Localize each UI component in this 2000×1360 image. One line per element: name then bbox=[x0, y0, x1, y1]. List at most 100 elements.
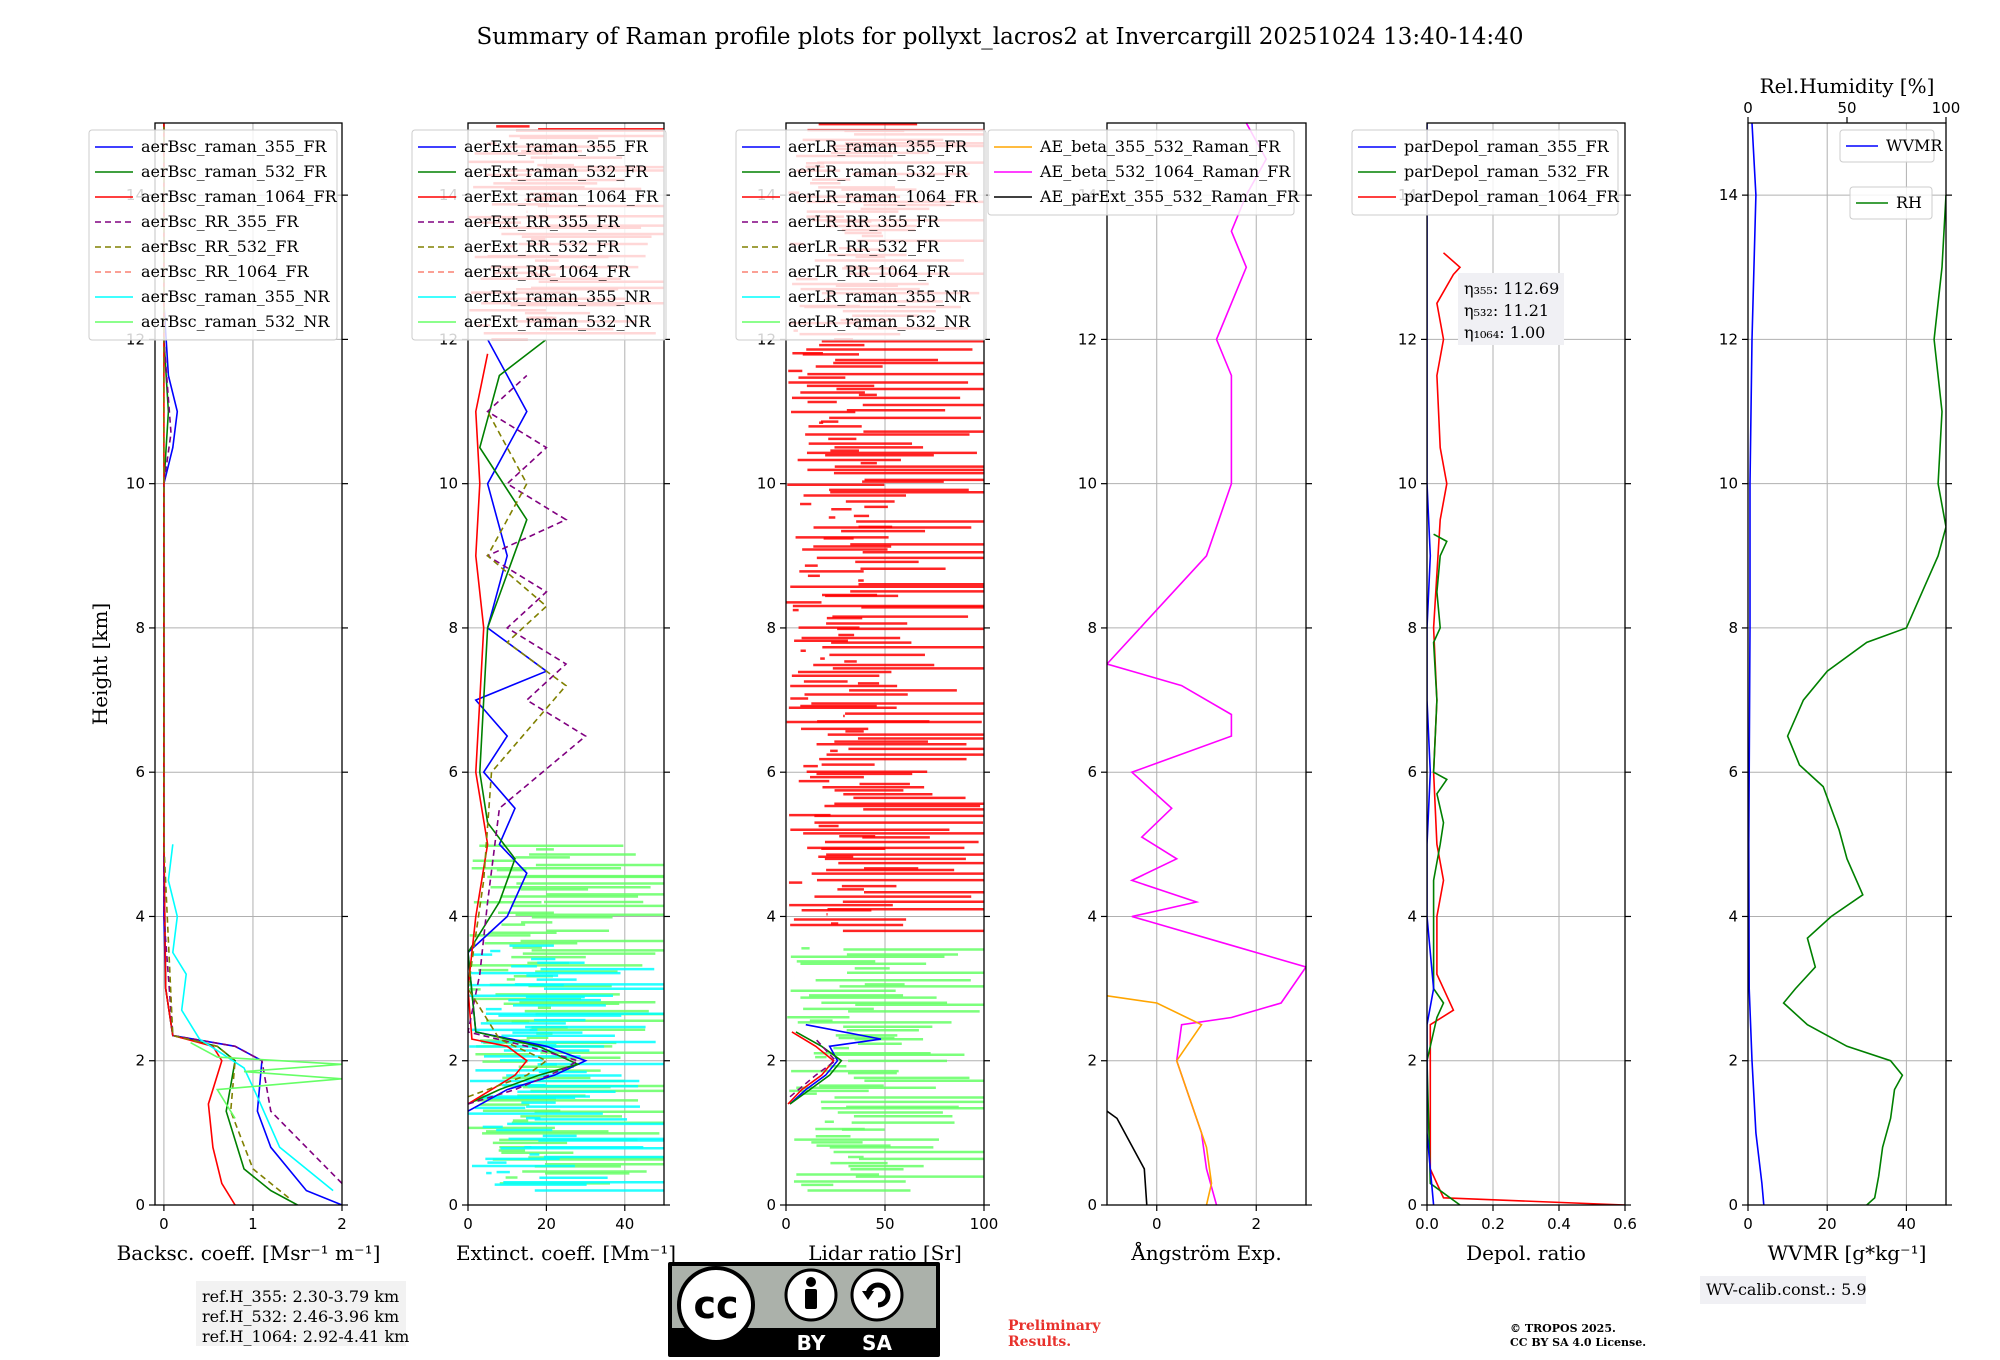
water_vapor-x-axis-label: WVMR [g*kg⁻¹] bbox=[1768, 1241, 1927, 1265]
ref-height-532: ref.H_532: 2.46-3.96 km bbox=[202, 1307, 399, 1326]
backscatter-legend: aerBsc_raman_355_FR aerBsc_raman_532_FRae… bbox=[88, 129, 338, 341]
angstrom-grid bbox=[1107, 123, 1306, 1206]
legend-label: aerBsc_raman_355_FR bbox=[141, 137, 327, 156]
depolarization-plot-area bbox=[1427, 123, 1625, 1205]
y-tick-label: 6 bbox=[448, 763, 458, 781]
x-tick-label: 0 bbox=[1152, 1215, 1162, 1233]
by-label: BY bbox=[797, 1331, 826, 1355]
backscatter-panel: 01202468101214Backsc. coeff. [Msr⁻¹ m⁻¹]… bbox=[88, 122, 380, 1265]
legend-label: aerLR_RR_1064_FR bbox=[788, 262, 950, 281]
y-tick-label: 2 bbox=[1087, 1052, 1097, 1070]
depolarization-legend: parDepol_raman_355_FR parDepol_raman_532_… bbox=[1351, 129, 1620, 216]
series-aerBsc_raman_532_NR bbox=[190, 1041, 342, 1119]
series-aerLR_raman_532_FR bbox=[789, 1031, 843, 1105]
x-tick-label: 0 bbox=[781, 1215, 791, 1233]
y-tick-label: 4 bbox=[766, 907, 776, 925]
y-tick-label: 2 bbox=[448, 1052, 458, 1070]
y-tick-label: 10 bbox=[1078, 475, 1097, 493]
series-parDepol_raman_355_FR bbox=[1427, 123, 1435, 1205]
legend-label: AE_parExt_355_532_Raman_FR bbox=[1039, 187, 1300, 206]
wv-calibration-annotation: WV-calib.const.: 5.9 bbox=[1700, 1276, 1867, 1304]
cc-icon-text: cc bbox=[693, 1283, 738, 1327]
x-tick-label: 0 bbox=[159, 1215, 169, 1233]
legend-box bbox=[88, 129, 338, 341]
lidar_ratio-noise-band bbox=[787, 947, 984, 1192]
wv-calibration-constant: WV-calib.const.: 5.9 bbox=[1706, 1280, 1867, 1299]
series-AE_beta_532_1064_Raman_FR bbox=[1107, 123, 1306, 1205]
legend-label: AE_beta_355_532_Raman_FR bbox=[1039, 137, 1281, 156]
y-tick-label: 8 bbox=[448, 619, 458, 637]
y-axis-label: Height [km] bbox=[88, 603, 112, 725]
y-tick-label: 10 bbox=[1398, 475, 1417, 493]
preliminary-results-line2: Results. bbox=[1008, 1334, 1071, 1350]
y-tick-label: 8 bbox=[766, 619, 776, 637]
x-tick-label: 40 bbox=[1897, 1215, 1916, 1233]
legend-label: aerLR_raman_1064_FR bbox=[788, 187, 978, 206]
x-tick-label: 0.4 bbox=[1547, 1215, 1571, 1233]
y-tick-label: 2 bbox=[1728, 1052, 1738, 1070]
legend-label: parDepol_raman_1064_FR bbox=[1404, 187, 1620, 206]
angstrom-panel: 0202468101214Ångström Exp.AE_beta_355_53… bbox=[987, 122, 1312, 1265]
y-tick-label: 8 bbox=[1407, 619, 1417, 637]
y-tick-label: 0 bbox=[1728, 1196, 1738, 1214]
legend-box bbox=[1839, 129, 1935, 163]
x-tick-label: 2 bbox=[1251, 1215, 1261, 1233]
series-aerExt_raman_532_FR bbox=[468, 338, 581, 1105]
y-tick-label: 12 bbox=[1398, 330, 1417, 348]
series-parDepol_raman_1064_FR bbox=[1429, 252, 1625, 1205]
legend-label: RH bbox=[1896, 193, 1922, 212]
cc-by-sa-license-badge: cc BY SA bbox=[668, 1262, 940, 1357]
extinction-noise-band bbox=[468, 944, 664, 1192]
legend-label: aerExt_raman_532_NR bbox=[464, 312, 652, 331]
y-tick-label: 10 bbox=[1719, 475, 1738, 493]
legend-box bbox=[735, 129, 987, 341]
angstrom-legend: AE_beta_355_532_Raman_FR AE_beta_532_1064… bbox=[987, 129, 1300, 216]
y-tick-label: 2 bbox=[766, 1052, 776, 1070]
legend-label: aerBsc_RR_532_FR bbox=[141, 237, 299, 256]
eta-1064: η₁₀₆₄: 1.00 bbox=[1464, 323, 1545, 342]
legend-box bbox=[1849, 186, 1933, 220]
y-tick-label: 0 bbox=[1407, 1196, 1417, 1214]
legend-label: parDepol_raman_355_FR bbox=[1404, 137, 1610, 156]
y-tick-label: 10 bbox=[439, 475, 458, 493]
legend-label: aerLR_raman_532_FR bbox=[788, 162, 968, 181]
extinction-legend: aerExt_raman_355_FR aerExt_raman_532_FRae… bbox=[411, 129, 667, 341]
legend-label: aerBsc_RR_355_FR bbox=[141, 212, 299, 231]
legend-label: aerLR_raman_355_FR bbox=[788, 137, 968, 156]
backscatter-ref-height-annotation: ref.H_355: 2.30-3.79 km ref.H_532: 2.46-… bbox=[196, 1281, 409, 1346]
series-aerLR_raman_1064_FR bbox=[787, 1031, 835, 1105]
preliminary-results-line1: Preliminary bbox=[1008, 1318, 1101, 1334]
y-tick-label: 0 bbox=[135, 1196, 145, 1214]
lidar_ratio-panel: 05010002468101214Lidar ratio [Sr]aerLR_r… bbox=[735, 122, 998, 1265]
angstrom-axes-frame bbox=[1106, 122, 1307, 1206]
series-aerBsc_raman_355_NR bbox=[167, 844, 334, 1192]
water_vapor-panel: 0 20 40 0 2 4 6 8 10 12 14 WVMR [g*kg⁻¹] 0 50 100Rel.H… bbox=[1719, 74, 1960, 1265]
top-x-axis-label: Rel.Humidity [%] bbox=[1760, 74, 1935, 98]
y-tick-label: 6 bbox=[766, 763, 776, 781]
figure-title: Summary of Raman profile plots for polly… bbox=[477, 24, 1524, 50]
series-RH bbox=[1782, 195, 1946, 1205]
y-tick-label: 6 bbox=[1407, 763, 1417, 781]
y-tick-label: 0 bbox=[1087, 1196, 1097, 1214]
sa-label: SA bbox=[862, 1331, 892, 1355]
x-tick-label: 50 bbox=[875, 1215, 894, 1233]
x-tick-label: 0 bbox=[463, 1215, 473, 1233]
extinction-axes-frame bbox=[467, 122, 665, 1206]
legend-label: aerBsc_raman_1064_FR bbox=[141, 187, 338, 206]
lidar_ratio-legend: aerLR_raman_355_FR aerLR_raman_532_FR aerL… bbox=[735, 129, 987, 341]
y-tick-label: 4 bbox=[1407, 907, 1417, 925]
series-WVMR bbox=[1748, 123, 1765, 1205]
depolarization-axes-frame bbox=[1426, 122, 1626, 1206]
y-tick-label: 8 bbox=[1728, 619, 1738, 637]
series-AE_beta_355_532_Raman_FR bbox=[1107, 995, 1213, 1205]
top-x-tick-label: 100 bbox=[1932, 99, 1961, 117]
lidar_ratio-x-axis-label: Lidar ratio [Sr] bbox=[808, 1241, 962, 1265]
x-tick-label: 40 bbox=[615, 1215, 634, 1233]
y-tick-label: 4 bbox=[448, 907, 458, 925]
legend-label: parDepol_raman_532_FR bbox=[1404, 162, 1610, 181]
backscatter-axes-frame bbox=[154, 122, 343, 1206]
y-tick-label: 8 bbox=[135, 619, 145, 637]
cc-icon bbox=[677, 1266, 755, 1344]
y-tick-label: 6 bbox=[135, 763, 145, 781]
